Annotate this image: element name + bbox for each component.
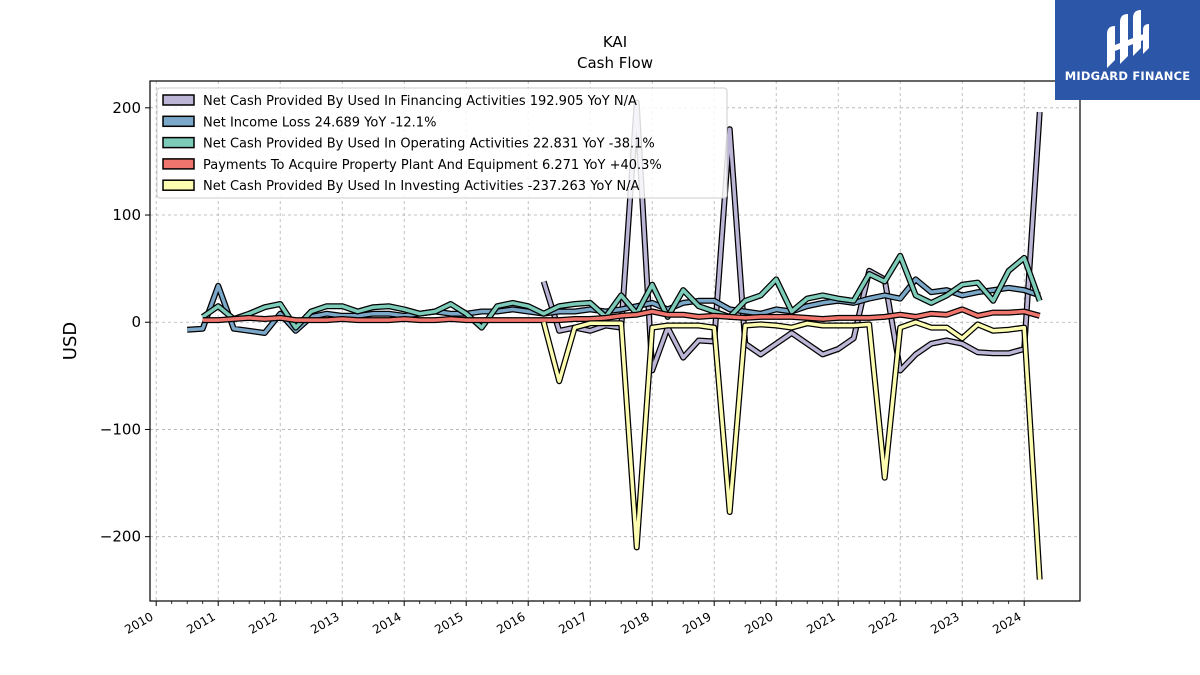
legend-box bbox=[156, 87, 728, 199]
legend-entry: Net Cash Provided By Used In Financing A… bbox=[203, 94, 637, 109]
x-tick-label: 2023 bbox=[928, 609, 961, 636]
x-tick-label: 2010 bbox=[122, 609, 155, 636]
series-line-outline bbox=[540, 319, 1043, 580]
legend-entry: Payments To Acquire Property Plant And E… bbox=[203, 158, 662, 173]
legend-swatch bbox=[162, 179, 195, 191]
x-tick-label: 2013 bbox=[308, 609, 341, 636]
x-tick-label: 2022 bbox=[866, 609, 899, 636]
series-line bbox=[542, 320, 1042, 580]
series-line bbox=[201, 254, 1042, 330]
x-tick-label: 2020 bbox=[742, 609, 775, 636]
chart-subtitle: Cash Flow bbox=[577, 54, 653, 72]
chart-title: KAI bbox=[603, 33, 627, 51]
x-tick-label: 2019 bbox=[680, 609, 713, 636]
series-layer bbox=[187, 99, 1043, 580]
series-3 bbox=[202, 306, 1041, 324]
x-tick-label: 2015 bbox=[432, 609, 465, 636]
legend-entry: Net Income Loss 24.689 YoY -12.1% bbox=[203, 115, 436, 130]
brand-logo: MIDGARD FINANCE bbox=[1055, 0, 1200, 100]
y-tick-label: 200 bbox=[112, 99, 141, 117]
legend: Net Cash Provided By Used In Financing A… bbox=[156, 87, 728, 199]
x-tick-label: 2017 bbox=[556, 609, 589, 636]
series-0 bbox=[540, 99, 1043, 374]
series-line bbox=[542, 100, 1042, 373]
legend-swatch bbox=[162, 94, 195, 106]
legend-swatch bbox=[162, 136, 195, 149]
x-tick-label: 2016 bbox=[494, 609, 527, 636]
legend-swatch bbox=[162, 115, 195, 128]
legend-swatch bbox=[162, 158, 195, 170]
legend-entry: Net Cash Provided By Used In Investing A… bbox=[203, 179, 640, 194]
legend-entry: Net Cash Provided By Used In Operating A… bbox=[203, 137, 655, 152]
series-4 bbox=[540, 319, 1043, 580]
x-tick-label: 2014 bbox=[370, 609, 403, 636]
y-tick-label: −200 bbox=[100, 528, 141, 546]
x-tick-label: 2021 bbox=[804, 609, 837, 636]
x-tick-label: 2011 bbox=[184, 609, 217, 636]
x-tick-label: 2024 bbox=[990, 609, 1023, 636]
logo-mark-icon bbox=[1107, 10, 1149, 68]
y-tick-label: 100 bbox=[112, 206, 141, 224]
y-axis-label: USD bbox=[60, 322, 81, 360]
series-line bbox=[202, 307, 1041, 322]
series-2 bbox=[200, 252, 1043, 331]
logo-text: MIDGARD FINANCE bbox=[1064, 69, 1191, 83]
plot-frame bbox=[149, 80, 1081, 602]
x-tick-label: 2018 bbox=[618, 609, 651, 636]
x-tick-label: 2012 bbox=[246, 609, 279, 636]
y-tick-label: 0 bbox=[131, 313, 141, 331]
y-tick-label: −100 bbox=[100, 420, 141, 438]
